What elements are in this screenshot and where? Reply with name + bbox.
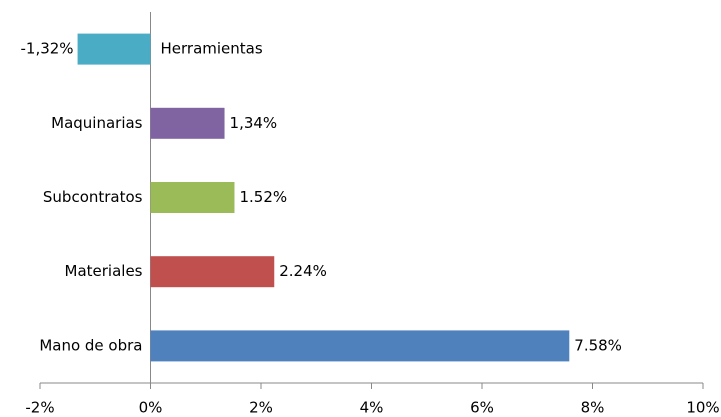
x-tick-label: 6% xyxy=(470,399,494,417)
x-tick-label: 0% xyxy=(139,399,163,417)
x-tick-label: -2% xyxy=(25,399,54,417)
category-label: Materiales xyxy=(65,262,143,280)
x-tick-label: 4% xyxy=(360,399,384,417)
x-tick-label: 2% xyxy=(249,399,273,417)
category-label: Mano de obra xyxy=(39,336,142,354)
bar xyxy=(150,330,570,362)
x-tick-label: 8% xyxy=(581,399,605,417)
bar xyxy=(150,107,225,139)
bar xyxy=(150,256,275,288)
category-label: Herramientas xyxy=(161,40,263,58)
bar xyxy=(77,33,151,65)
value-label: -1,32% xyxy=(20,40,73,58)
value-label: 1.52% xyxy=(239,188,287,206)
value-label: 2.24% xyxy=(279,262,327,280)
category-label: Maquinarias xyxy=(51,114,143,132)
value-label: 7.58% xyxy=(574,336,622,354)
category-label: Subcontratos xyxy=(43,188,143,206)
value-label: 1,34% xyxy=(230,114,278,132)
x-tick-label: 10% xyxy=(686,399,719,417)
bar xyxy=(150,182,235,213)
